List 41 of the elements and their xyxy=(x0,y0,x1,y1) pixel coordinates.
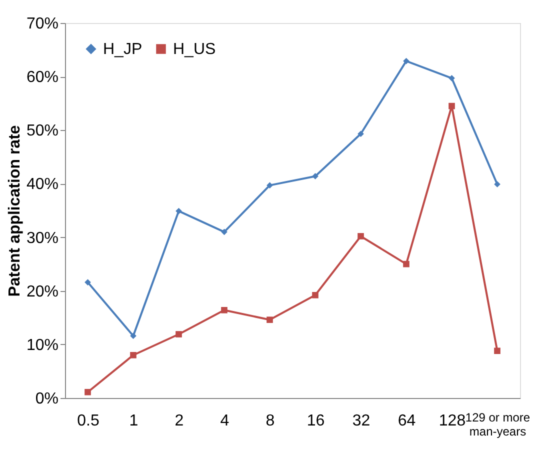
y-axis-title: Patent application rate xyxy=(6,125,24,297)
point xyxy=(358,233,364,240)
point xyxy=(312,173,318,180)
x-tick-label: 2 xyxy=(174,412,184,430)
legend-label: H_US xyxy=(173,41,216,58)
y-tick-label: 10% xyxy=(26,336,58,354)
point xyxy=(176,331,182,338)
x-tick-label: 0.5 xyxy=(77,412,100,430)
point xyxy=(130,352,136,358)
point xyxy=(84,388,91,396)
point xyxy=(130,332,136,340)
point xyxy=(266,182,273,188)
legend-label: H_JP xyxy=(103,41,142,58)
y-tick-label: 30% xyxy=(26,230,58,247)
point xyxy=(221,306,228,314)
x-tick-label: 4 xyxy=(220,412,230,430)
y-tick-label: 50% xyxy=(26,122,58,140)
x-tick-label: 128 xyxy=(438,412,466,430)
x-tick-label: 16 xyxy=(306,412,325,430)
y-tick-label: 0% xyxy=(35,390,58,408)
point xyxy=(176,208,182,214)
x-tick-label: 8 xyxy=(266,412,275,430)
point xyxy=(448,102,455,110)
x-tick-label: 64 xyxy=(398,412,416,430)
point xyxy=(403,58,410,64)
point xyxy=(403,260,410,268)
point xyxy=(266,316,273,323)
y-tick-label: 60% xyxy=(26,69,58,86)
y-tick-label: 40% xyxy=(26,176,58,194)
x-tick-label: 1 xyxy=(129,412,138,430)
y-tick-label: 20% xyxy=(26,283,58,300)
point xyxy=(221,228,228,236)
y-tick-label: 70% xyxy=(26,16,58,32)
point xyxy=(84,279,91,286)
x-tick-label: 32 xyxy=(352,412,370,430)
point xyxy=(312,292,318,298)
point xyxy=(494,348,500,354)
point xyxy=(494,181,500,188)
point xyxy=(448,75,455,82)
point xyxy=(358,130,364,138)
x-tick-label: 129 or more man-years xyxy=(465,410,530,438)
